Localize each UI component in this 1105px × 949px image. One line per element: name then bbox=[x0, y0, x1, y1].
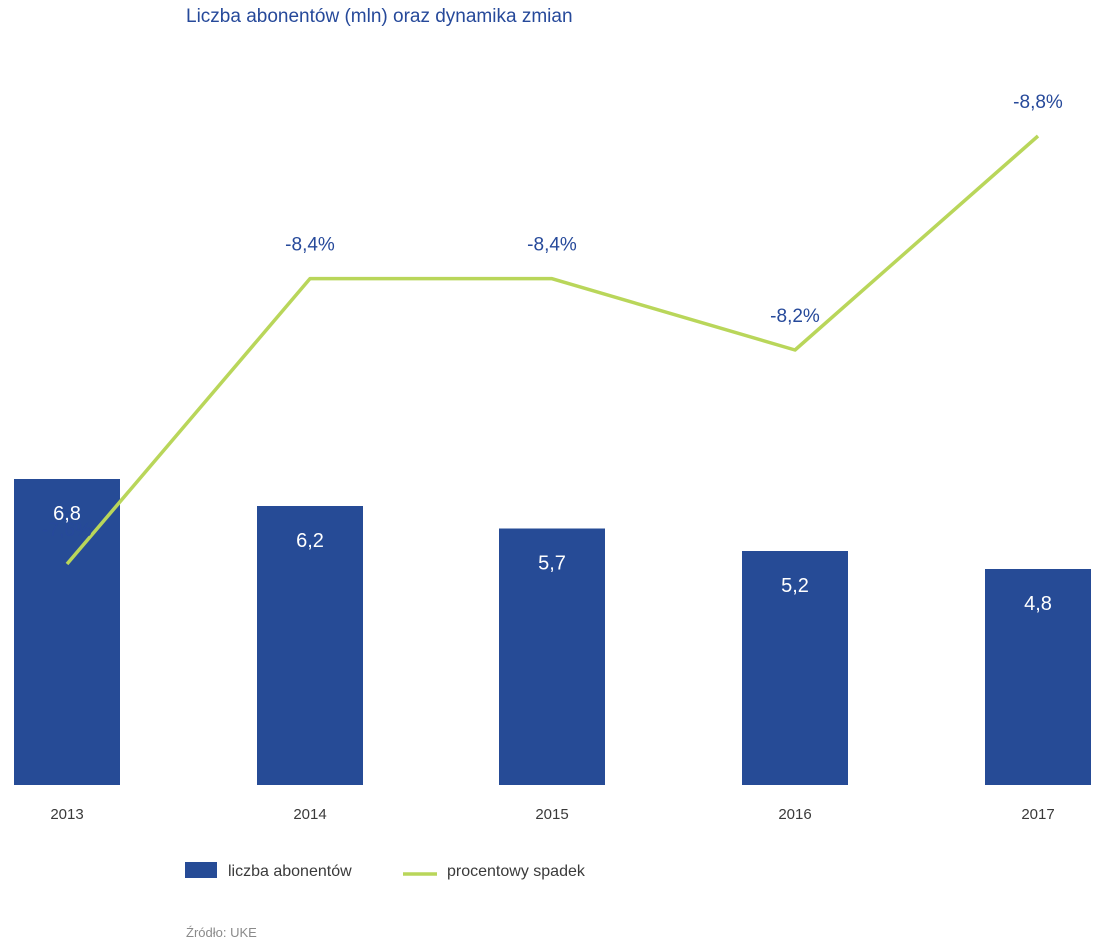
legend-label-bar: liczba abonentów bbox=[228, 863, 352, 880]
line-value-label: -8,4% bbox=[527, 235, 577, 256]
bar-value-label: 5,7 bbox=[538, 553, 566, 575]
line-series-procentowy-spadek bbox=[65, 134, 1040, 566]
x-tick-label: 2016 bbox=[778, 806, 811, 823]
bar-value-label: 6,2 bbox=[296, 530, 324, 552]
bar-2015 bbox=[499, 528, 605, 785]
x-tick-label: 2014 bbox=[293, 806, 326, 823]
x-tick-label: 2017 bbox=[1021, 806, 1054, 823]
chart-title: Liczba abonentów (mln) oraz dynamika zmi… bbox=[186, 6, 573, 27]
line-value-label: -7,6% bbox=[42, 520, 92, 541]
x-tick-label: 2013 bbox=[50, 806, 83, 823]
bar-2017 bbox=[985, 569, 1091, 785]
line-value-label: -8,2% bbox=[770, 306, 820, 327]
bar-2016 bbox=[742, 551, 848, 785]
legend-label-line: procentowy spadek bbox=[447, 863, 586, 880]
legend-swatch-bar bbox=[185, 862, 217, 878]
x-tick-label: 2015 bbox=[535, 806, 568, 823]
source-note: Źródło: UKE bbox=[186, 925, 257, 940]
bars-layer bbox=[14, 479, 1091, 785]
line-value-label: -8,8% bbox=[1013, 92, 1063, 113]
bar-2013 bbox=[14, 479, 120, 785]
labels-layer: 6,8 6,2 5,7 5,2 4,8 -7,6% -8,4% -8,4% -8,2% -8,8%… bbox=[42, 92, 1063, 823]
bar-value-label: 4,8 bbox=[1024, 593, 1052, 615]
bar-value-label: 6,8 bbox=[53, 503, 81, 525]
line-layer bbox=[65, 134, 1040, 566]
bar-2014 bbox=[257, 506, 363, 785]
bar-value-label: 5,2 bbox=[781, 575, 809, 597]
legend: liczba abonentów procentowy spadek bbox=[185, 862, 586, 880]
line-value-label: -8,4% bbox=[285, 235, 335, 256]
